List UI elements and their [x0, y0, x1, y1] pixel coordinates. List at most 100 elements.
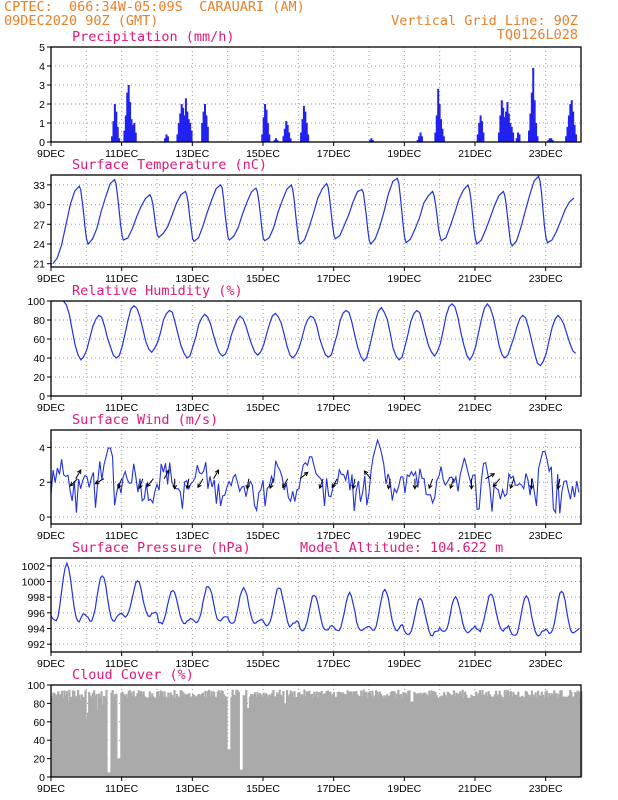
- wind-arrow-head: [303, 471, 309, 477]
- x-tick-label: 9DEC: [37, 530, 65, 542]
- cloud-bar: [78, 694, 81, 777]
- y-tick-label: 994: [27, 624, 45, 636]
- cloud-bar: [58, 694, 61, 777]
- precip-bar: [535, 123, 538, 142]
- cloud-bar: [579, 697, 582, 777]
- cloud-bar: [174, 697, 177, 777]
- cloud-bar: [417, 693, 420, 777]
- cloud-bar: [230, 697, 233, 777]
- cloud-bar: [72, 690, 75, 777]
- cloud-bar: [551, 694, 555, 777]
- cloud-bar: [203, 696, 206, 777]
- cloud-bar: [261, 697, 264, 777]
- cloud-bar: [311, 697, 315, 777]
- cloud-bar: [473, 696, 477, 777]
- x-tick-label: 15DEC: [246, 530, 280, 542]
- cloud-bar: [482, 694, 485, 777]
- cloud-bar: [101, 704, 104, 777]
- x-tick-label: 13DEC: [175, 530, 209, 542]
- wind-arrow-shaft: [146, 478, 154, 487]
- wind-arrow-head: [117, 484, 122, 490]
- precip-bar: [262, 117, 265, 142]
- cloud-bar: [153, 697, 156, 777]
- cloud-bar: [121, 691, 124, 777]
- x-tick-label: 23DEC: [529, 530, 563, 542]
- cloud-bar: [135, 696, 138, 777]
- wind-arrow-shaft: [197, 478, 204, 488]
- wind-arrow-shaft: [213, 469, 219, 479]
- cloud-bar: [349, 691, 352, 777]
- cloud-bar: [471, 695, 474, 777]
- cloud-bar: [231, 689, 234, 777]
- cloud-bar: [345, 695, 348, 777]
- cloud-bar: [549, 695, 552, 777]
- cloud-bar: [360, 690, 363, 777]
- cloud-bar: [356, 694, 359, 777]
- cloud-bar: [529, 696, 532, 777]
- cloud-bar: [511, 696, 514, 777]
- x-tick-label: 9DEC: [37, 273, 65, 285]
- cloud-bar: [545, 690, 548, 777]
- cloud-bar: [329, 691, 332, 777]
- wind-arrow-shaft: [75, 469, 82, 479]
- wind-arrow-head: [386, 484, 392, 490]
- cloud-bar: [152, 696, 155, 777]
- cloud-bar: [524, 690, 527, 777]
- wind-arrow-shaft: [509, 478, 515, 489]
- header-right1: Vertical Grid Line: 90Z: [391, 13, 578, 29]
- x-tick-label: 23DEC: [529, 148, 563, 160]
- precip-bar: [573, 124, 576, 142]
- wind-arrow-head: [556, 484, 561, 490]
- cloud-bar: [293, 691, 296, 777]
- cloud-bar: [272, 689, 275, 777]
- cloud-bar: [128, 690, 132, 777]
- cloud-bar: [512, 691, 515, 777]
- cloud-bar: [446, 691, 449, 777]
- cloud-bar: [476, 695, 479, 777]
- cloud-bar: [214, 696, 217, 777]
- cloud-bar: [468, 697, 472, 777]
- cloud-bar: [386, 694, 389, 777]
- wind-arrow-shaft: [269, 478, 275, 489]
- wind-arrow: [138, 478, 144, 490]
- cloud-bar: [319, 692, 322, 777]
- cloud-bar: [449, 693, 452, 777]
- wind-arrow-head: [138, 484, 143, 490]
- panel-frame: [50, 174, 582, 268]
- wind-arrow-head: [449, 484, 454, 490]
- cloud-bar: [268, 694, 271, 777]
- precip-bar: [276, 140, 279, 142]
- cloud-bar: [313, 691, 316, 777]
- cloud-bar: [156, 691, 159, 777]
- cloud-bar: [206, 690, 210, 777]
- cloud-bar: [185, 694, 188, 777]
- cloud-bar: [425, 694, 428, 777]
- wind-arrow: [94, 478, 105, 485]
- x-tick-label: 13DEC: [175, 658, 209, 670]
- y-tick-label: 33: [33, 180, 45, 192]
- cloud-bar: [501, 696, 504, 777]
- cloud-bar: [269, 695, 273, 777]
- panel-annotation: Model Altitude: 104.622 m: [300, 540, 503, 556]
- cloud-bar: [502, 697, 505, 777]
- cloud-bar: [175, 693, 179, 777]
- x-tick-label: 17DEC: [317, 273, 351, 285]
- cloud-bar: [245, 690, 248, 777]
- cloud-bar: [566, 696, 569, 777]
- cloud-bar: [143, 696, 146, 777]
- cloud-bar: [543, 697, 546, 777]
- wind-arrow-head: [412, 484, 418, 490]
- precip-bar: [203, 104, 206, 142]
- wind-arrow-shaft: [138, 478, 144, 489]
- cloud-bar: [62, 697, 65, 777]
- precip-bar: [440, 119, 443, 142]
- panel-frame: [50, 684, 582, 778]
- cloud-bar: [112, 696, 116, 777]
- precip-bar: [116, 126, 119, 142]
- cloud-bar: [64, 695, 67, 777]
- precip-bar: [177, 123, 180, 142]
- precip-bar: [550, 138, 553, 142]
- precip-bar: [268, 134, 271, 142]
- cloud-bar: [247, 708, 250, 777]
- cloud-bar: [548, 693, 551, 777]
